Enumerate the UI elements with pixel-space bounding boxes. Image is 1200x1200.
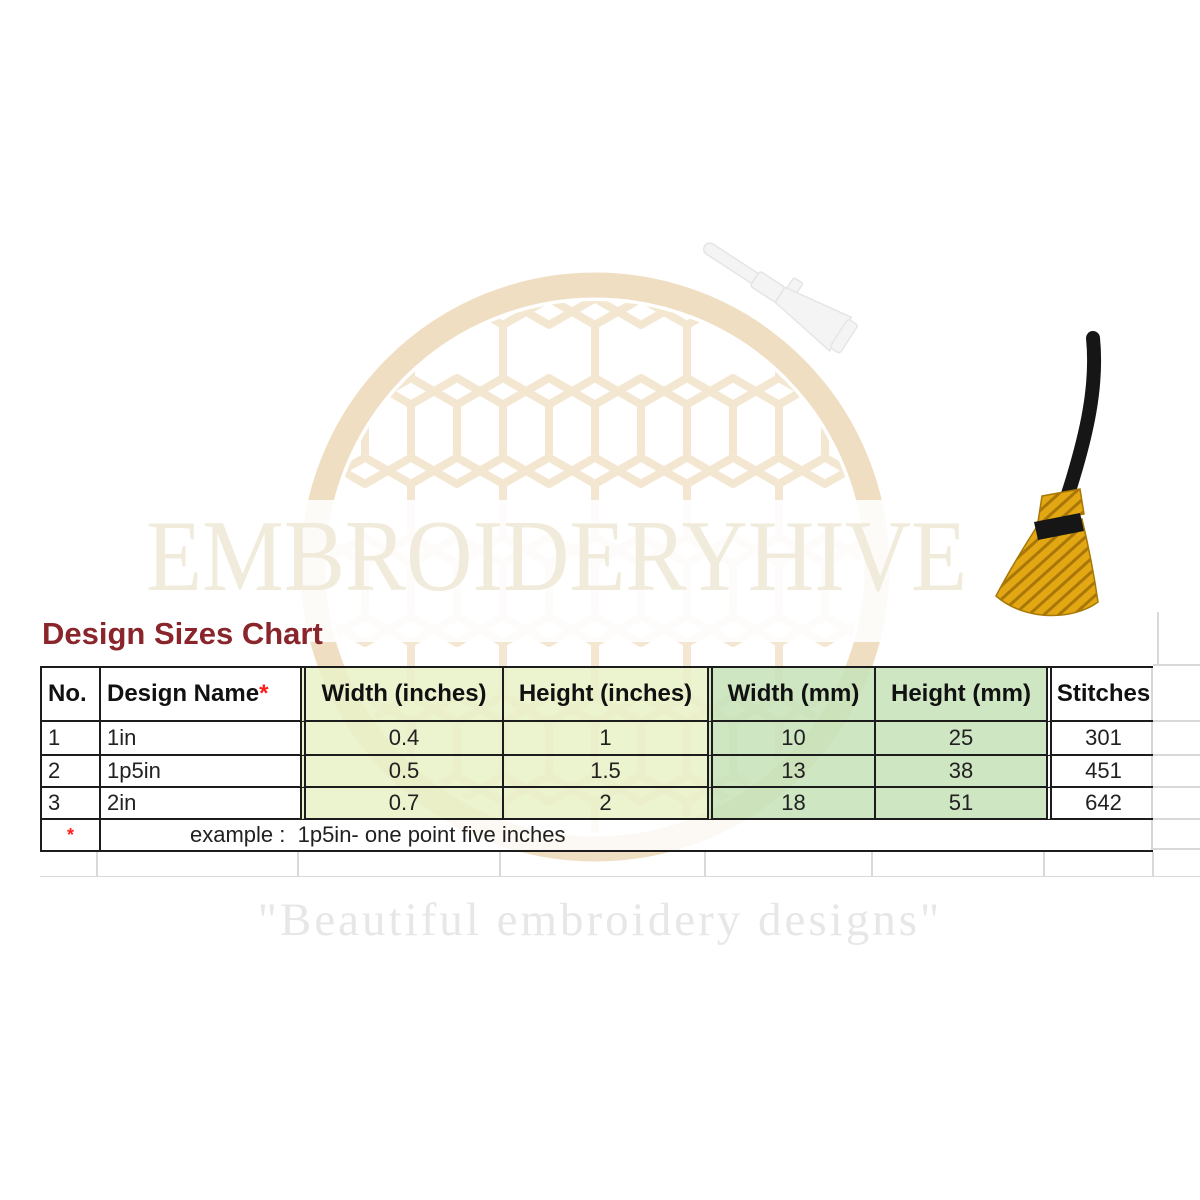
page-title: Design Sizes Chart (42, 616, 323, 651)
table-row-cell: 10 (707, 722, 874, 756)
spreadsheet-gridline (1153, 720, 1200, 722)
spreadsheet-gridline (96, 852, 98, 876)
spreadsheet-gridline (1153, 664, 1200, 666)
spreadsheet-gridline (1043, 852, 1045, 876)
table-row-cell: 1 (502, 722, 707, 756)
table-row-cell: 2 (42, 756, 99, 788)
table-row-cell: 51 (874, 788, 1046, 820)
broom-embroidery-icon (995, 331, 1102, 617)
header-stitches: Stitches (1046, 668, 1155, 722)
table-row-cell: 642 (1046, 788, 1155, 820)
footnote-mark-cell: * (42, 820, 99, 850)
spreadsheet-gridline (499, 852, 501, 876)
table-row-cell: 13 (707, 756, 874, 788)
broom-tuft (1037, 488, 1085, 523)
spreadsheet-gridline (297, 852, 299, 876)
broom-bristles (995, 518, 1099, 617)
spreadsheet-gridline (871, 852, 873, 876)
table-row-cell: 18 (707, 788, 874, 820)
spreadsheet-gridline (1157, 612, 1159, 666)
footnote-text: example : 1p5in- one point five inches (99, 820, 1155, 850)
brand-tagline: "Beautiful embroidery designs" (257, 894, 943, 946)
spreadsheet-gridline (1153, 848, 1200, 850)
table-row-cell: 301 (1046, 722, 1155, 756)
table-row-cell: 451 (1046, 756, 1155, 788)
spreadsheet-gridline (40, 876, 1200, 877)
spreadsheet-gridline (1152, 852, 1154, 876)
design-sizes-table: No. Design Name * Width (inches) Height (… (40, 666, 1155, 852)
spreadsheet-gridline (1153, 754, 1200, 756)
table-row-cell: 1in (99, 722, 300, 756)
header-height-inches: Height (inches) (502, 668, 707, 722)
table-row-cell: 2 (502, 788, 707, 820)
header-no: No. (42, 668, 99, 722)
table-row-cell: 3 (42, 788, 99, 820)
table-row-cell: 0.5 (300, 756, 502, 788)
table-row-cell: 1p5in (99, 756, 300, 788)
spreadsheet-gridline (1153, 786, 1200, 788)
spreadsheet-gridline (704, 852, 706, 876)
required-asterisk: * (259, 680, 269, 707)
header-width-mm: Width (mm) (707, 668, 874, 722)
table-row-cell: 38 (874, 756, 1046, 788)
header-design-name: Design Name * (99, 668, 300, 722)
table-row-cell: 0.7 (300, 788, 502, 820)
table-row-cell: 25 (874, 722, 1046, 756)
footnote-asterisk: * (66, 824, 74, 845)
brand-band (128, 500, 1063, 642)
table-row-cell: 0.4 (300, 722, 502, 756)
broom-band (1034, 513, 1084, 540)
table-row-cell: 1 (42, 722, 99, 756)
header-width-inches: Width (inches) (300, 668, 502, 722)
spreadsheet-gridline (1153, 818, 1200, 820)
table-row-cell: 2in (99, 788, 300, 820)
brand-watermark-text: EMBROIDERYHIVE (146, 500, 968, 613)
header-height-mm: Height (mm) (874, 668, 1046, 722)
needle-icon (702, 242, 858, 354)
header-design-name-label: Design Name (107, 680, 260, 707)
table-row-cell: 1.5 (502, 756, 707, 788)
